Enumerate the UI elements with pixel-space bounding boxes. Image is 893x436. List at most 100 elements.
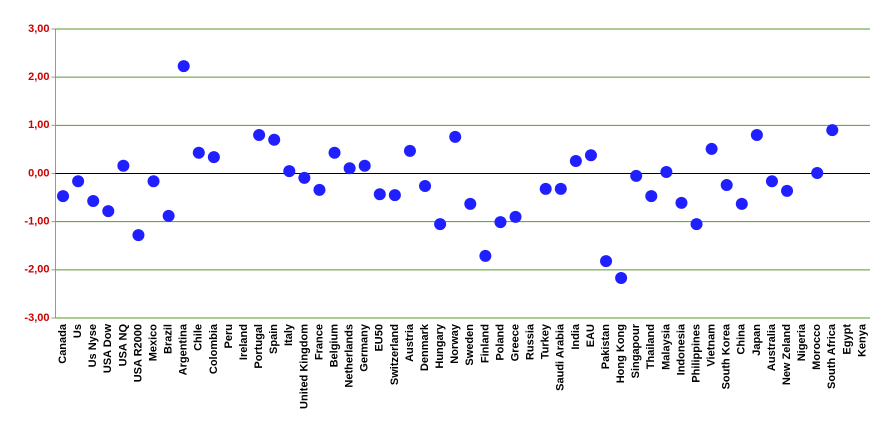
x-tick-label: Portugal bbox=[253, 324, 265, 369]
x-tick-label: South Africa bbox=[826, 323, 838, 389]
x-tick-label: Saudi Arabia bbox=[555, 323, 567, 391]
x-tick-label: Hungary bbox=[434, 323, 446, 369]
dot bbox=[479, 249, 492, 262]
dot bbox=[811, 167, 824, 180]
x-tick-label: Canada bbox=[57, 323, 69, 364]
x-tick-label: Peru bbox=[223, 324, 235, 348]
dot bbox=[705, 142, 718, 155]
x-tick-label: Ireland bbox=[238, 324, 250, 360]
x-tick-label: Us Nyse bbox=[87, 324, 99, 367]
dot bbox=[102, 205, 115, 218]
dot bbox=[328, 146, 341, 159]
x-tick-label: South Korea bbox=[721, 323, 733, 389]
dot bbox=[826, 124, 839, 137]
dot bbox=[750, 128, 763, 141]
x-tick-label: Egypt bbox=[841, 324, 853, 355]
x-tick-label: Kenya bbox=[856, 323, 868, 357]
dot bbox=[765, 175, 778, 188]
x-tick-label: Us bbox=[72, 324, 84, 338]
dot bbox=[87, 194, 100, 207]
dot bbox=[720, 179, 733, 192]
x-tick-label: Russia bbox=[525, 323, 537, 360]
y-tick-label: -2,00 bbox=[24, 264, 49, 276]
dot bbox=[373, 188, 386, 201]
dot bbox=[298, 171, 311, 184]
x-tick-label: USA Dow bbox=[102, 324, 114, 374]
x-tick-label: EU50 bbox=[374, 324, 386, 352]
dot bbox=[615, 272, 628, 285]
dot bbox=[162, 209, 175, 222]
x-tick-label: India bbox=[570, 323, 582, 350]
dot bbox=[509, 210, 522, 223]
dot bbox=[690, 218, 703, 231]
dot bbox=[343, 162, 356, 175]
x-tick-label: Hong Kong bbox=[615, 324, 627, 383]
x-tick-label: Pakistan bbox=[600, 324, 612, 370]
x-tick-label: Australia bbox=[766, 323, 778, 371]
y-tick-label: -1,00 bbox=[24, 216, 49, 228]
x-tick-label: Nigeria bbox=[796, 323, 808, 361]
dot bbox=[72, 175, 85, 188]
dot bbox=[600, 255, 613, 268]
x-tick-label: Turkey bbox=[540, 323, 552, 359]
x-tick-label: China bbox=[736, 323, 748, 354]
dot bbox=[403, 144, 416, 157]
dot bbox=[419, 180, 432, 193]
dot bbox=[539, 182, 552, 195]
x-tick-label: Thailand bbox=[645, 324, 657, 369]
x-tick-label: USA NQ bbox=[117, 324, 129, 367]
dot bbox=[645, 190, 658, 203]
x-tick-label: Morocco bbox=[811, 324, 823, 370]
dot bbox=[630, 169, 643, 182]
x-tick-label: Greece bbox=[509, 324, 521, 361]
y-tick-label: 2,00 bbox=[28, 71, 49, 83]
x-tick-label: Argentina bbox=[178, 323, 190, 375]
x-tick-label: Denmark bbox=[419, 323, 431, 371]
x-tick-label: Austria bbox=[404, 323, 416, 362]
y-tick-label: 1,00 bbox=[28, 119, 49, 131]
x-tick-label: Spain bbox=[268, 324, 280, 354]
x-tick-label: Philippines bbox=[690, 324, 702, 383]
x-tick-label: United Kingdom bbox=[298, 324, 310, 409]
dot bbox=[660, 166, 673, 179]
x-tick-label: Norway bbox=[449, 323, 461, 364]
dot bbox=[192, 146, 205, 159]
x-tick-label: Chile bbox=[193, 324, 205, 351]
x-tick-label: Singapour bbox=[630, 323, 642, 378]
dot bbox=[147, 175, 160, 188]
y-tick-label: -3,00 bbox=[24, 312, 49, 324]
dot bbox=[584, 149, 597, 162]
dot bbox=[117, 159, 130, 172]
x-tick-label: Brazil bbox=[163, 324, 175, 354]
x-tick-label: Indonesia bbox=[675, 323, 687, 375]
dot bbox=[268, 133, 281, 146]
x-tick-label: Finland bbox=[479, 324, 491, 363]
dot bbox=[449, 130, 462, 143]
dot bbox=[675, 196, 688, 209]
x-tick-label: Italy bbox=[283, 323, 295, 346]
dot bbox=[494, 216, 507, 229]
x-tick-label: New Zeland bbox=[781, 324, 793, 385]
dot bbox=[388, 189, 401, 202]
x-tick-label: Vietnam bbox=[706, 324, 718, 367]
dot bbox=[132, 229, 145, 242]
y-tick-label: 3,00 bbox=[28, 23, 49, 35]
dot bbox=[781, 184, 794, 197]
dot bbox=[554, 182, 567, 195]
x-tick-label: USA R2000 bbox=[132, 324, 144, 382]
dot bbox=[735, 197, 748, 210]
x-tick-label: Colombia bbox=[208, 323, 220, 374]
dot bbox=[464, 197, 477, 210]
x-tick-label: Germany bbox=[359, 323, 371, 372]
x-tick-label: Switzerland bbox=[389, 324, 401, 385]
dot bbox=[313, 183, 326, 196]
x-tick-label: Mexico bbox=[147, 324, 159, 362]
x-tick-label: France bbox=[313, 324, 325, 360]
x-tick-label: Poland bbox=[494, 324, 506, 361]
x-tick-label: Sweden bbox=[464, 324, 476, 366]
dot bbox=[358, 159, 371, 172]
x-tick-label: EAU bbox=[585, 324, 597, 347]
x-tick-label: Netherlands bbox=[344, 324, 356, 388]
